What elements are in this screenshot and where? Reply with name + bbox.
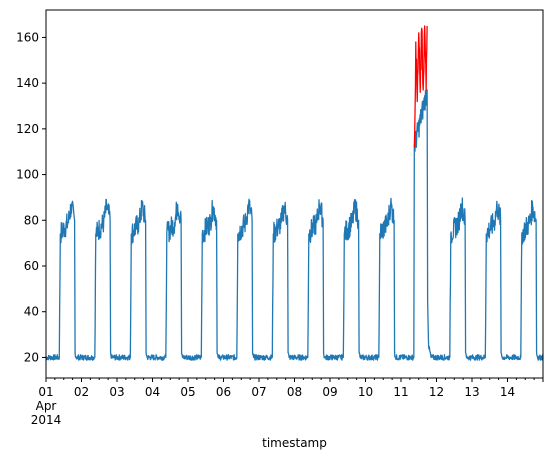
x-axis-label: timestamp bbox=[262, 436, 327, 450]
plot-frame bbox=[45, 9, 544, 379]
x-tick-label: 11 bbox=[393, 385, 408, 399]
x-tick-label: 10 bbox=[358, 385, 373, 399]
y-tick-label: 100 bbox=[16, 168, 39, 182]
y-tick-label: 60 bbox=[24, 259, 39, 273]
x-tick-label: 12 bbox=[429, 385, 444, 399]
x-tick-label: 14 bbox=[500, 385, 515, 399]
x-tick-month-label: Apr bbox=[36, 399, 57, 413]
x-tick-label: 02 bbox=[74, 385, 89, 399]
y-tick-label: 120 bbox=[16, 122, 39, 136]
x-tick-year-label: 2014 bbox=[31, 413, 62, 427]
x-tick-label: 08 bbox=[287, 385, 302, 399]
y-tick-label: 20 bbox=[24, 350, 39, 364]
anomaly-series-line bbox=[413, 25, 428, 148]
y-tick-label: 160 bbox=[16, 30, 39, 44]
x-tick-label: 04 bbox=[145, 385, 160, 399]
y-axis-ticks: 20 40 60 80 100 120 140 160 bbox=[16, 30, 46, 364]
y-tick-label: 140 bbox=[16, 76, 39, 90]
signal-series-line bbox=[45, 89, 544, 361]
x-tick-label: 05 bbox=[180, 385, 195, 399]
x-tick-label: 03 bbox=[109, 385, 124, 399]
x-tick-label: 09 bbox=[322, 385, 337, 399]
series-layer bbox=[45, 25, 544, 361]
x-tick-label: 07 bbox=[251, 385, 266, 399]
y-tick-label: 80 bbox=[24, 213, 39, 227]
x-tick-label: 01 bbox=[38, 385, 53, 399]
x-tick-label: 13 bbox=[464, 385, 479, 399]
x-tick-label: 06 bbox=[216, 385, 231, 399]
axes-layer bbox=[45, 9, 544, 379]
y-tick-label: 40 bbox=[24, 305, 39, 319]
